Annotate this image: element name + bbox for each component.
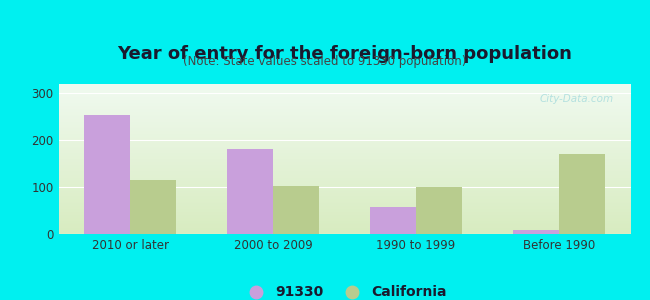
Bar	[514, 230, 559, 234]
Bar	[273, 186, 318, 234]
Bar	[227, 149, 273, 234]
Bar	[370, 207, 416, 234]
Bar	[559, 154, 604, 234]
Bar	[416, 187, 462, 234]
Legend: 91330, California: 91330, California	[237, 280, 452, 300]
Title: Year of entry for the foreign-born population: Year of entry for the foreign-born popul…	[117, 45, 572, 63]
Text: City-Data.com: City-Data.com	[540, 94, 614, 104]
Bar	[84, 116, 130, 234]
Text: (Note: State values scaled to 91330 population): (Note: State values scaled to 91330 popu…	[183, 55, 467, 68]
Bar	[130, 180, 176, 234]
